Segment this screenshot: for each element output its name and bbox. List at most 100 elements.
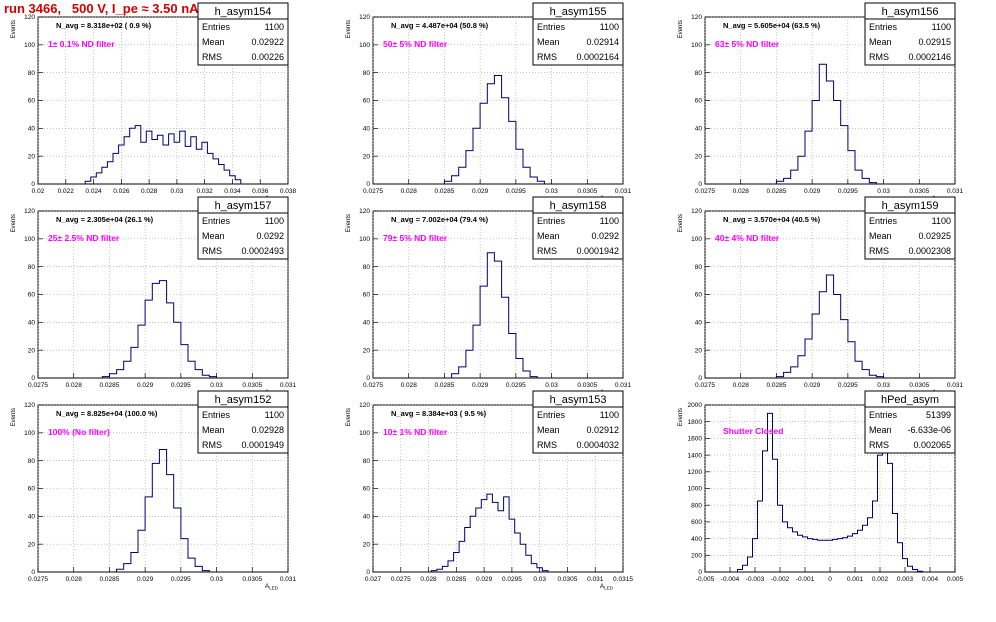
histogram-line	[430, 493, 549, 572]
tick-label-y: 60	[363, 486, 371, 493]
stats-title: h_asym156	[882, 6, 939, 18]
stats-box	[197, 196, 289, 260]
stats-value-rms: 0.0002146	[908, 52, 951, 62]
stats-box	[532, 2, 624, 66]
tick-label-y: 40	[695, 320, 703, 327]
stats-label-mean: Mean	[202, 425, 225, 435]
x-axis-label: ALED	[600, 583, 614, 591]
tick-label-y: 0	[31, 569, 35, 576]
tick-label-x: 0.028	[141, 188, 158, 195]
tick-label-y: 200	[691, 553, 702, 560]
histogram-panel-h_asym157: 0.0275 0.028 0.0285 0.029 0.0295 0.03 0.0305 0.…	[11, 196, 297, 397]
stats-value-entries: 1100	[265, 216, 284, 226]
tick-label-x: 0.022	[58, 188, 75, 195]
histogram-panel-h_asym158: 0.0275 0.028 0.0285 0.029 0.0295 0.03 0.0305 0.…	[346, 196, 632, 397]
tick-label-x: 0.0285	[446, 576, 466, 583]
histogram-panel-h_asym152: 0.0275 0.028 0.0285 0.029 0.0295 0.03 0.0305 0.…	[11, 390, 297, 591]
filter-label: 63± 5% ND filter	[715, 39, 780, 49]
stats-label-entries: Entries	[202, 216, 231, 226]
stats-title: h_asym153	[550, 394, 607, 406]
stats-value-mean: 0.02914	[586, 37, 619, 47]
tick-label-x: -0.005	[696, 576, 715, 583]
stats-label-entries: Entries	[869, 410, 898, 420]
tick-label-y: 40	[363, 126, 371, 133]
tick-label-y: 120	[24, 208, 35, 215]
stats-label-entries: Entries	[869, 22, 898, 32]
tick-label-y: 20	[28, 153, 36, 160]
histogram-panel-h_asym155: 0.0275 0.028 0.0285 0.029 0.0295 0.03 0.0305 0.…	[346, 2, 632, 203]
stats-label-entries: Entries	[202, 410, 231, 420]
stats-box	[864, 2, 956, 66]
stats-label-rms: RMS	[537, 440, 557, 450]
tick-label-x: 0.028	[401, 188, 418, 195]
stats-title: h_asym154	[215, 6, 272, 18]
stats-box	[864, 196, 956, 260]
tick-label-x: 0.028	[733, 188, 750, 195]
stats-title: h_asym159	[882, 200, 939, 212]
tick-label-x: 0.028	[733, 382, 750, 389]
stats-label-mean: Mean	[202, 231, 225, 241]
y-axis-label: Events	[678, 20, 684, 38]
tick-label-y: 100	[24, 236, 35, 243]
histogram-panel-hPed_asym: -0.005 -0.004 -0.003 -0.002 -0.001 0 0.001 0.00…	[678, 390, 964, 583]
stats-value-entries: 1100	[265, 22, 284, 32]
tick-label-x: 0.024	[85, 188, 102, 195]
tick-label-y: 120	[359, 14, 370, 21]
stats-box	[197, 390, 289, 454]
y-axis-label: Events	[11, 214, 17, 232]
tick-label-y: 100	[359, 42, 370, 49]
y-axis-label: Events	[346, 20, 352, 38]
tick-label-y: 800	[691, 502, 702, 509]
stats-label-rms: RMS	[537, 246, 557, 256]
filter-label: 100% (No filter)	[48, 427, 110, 437]
tick-label-x: 0.0305	[242, 576, 262, 583]
stats-title: h_asym158	[550, 200, 607, 212]
tick-label-x: 0.0295	[838, 188, 858, 195]
tick-label-y: 80	[695, 264, 703, 271]
histogram-line	[443, 75, 545, 184]
tick-label-y: 20	[28, 347, 36, 354]
tick-label-y: 20	[695, 347, 703, 354]
tick-label-x: 0.031	[947, 188, 964, 195]
tick-label-x: 0.029	[137, 576, 154, 583]
histogram-panel-h_asym153: 0.027 0.0275 0.028 0.0285 0.029 0.0295 0.03 0.0…	[346, 390, 633, 591]
tick-label-x: 0.0275	[363, 382, 383, 389]
tick-label-x: 0.0285	[434, 382, 454, 389]
tick-label-x: 0.0295	[506, 188, 526, 195]
tick-label-y: 0	[698, 375, 702, 382]
tick-label-y: 1600	[688, 436, 703, 443]
stats-box	[532, 390, 624, 454]
tick-label-x: 0.0295	[502, 576, 522, 583]
histogram-line	[737, 412, 923, 572]
n-avg-label: N_avg = 4.487e+04 (50.8 %)	[391, 21, 489, 30]
stats-value-mean: -6.633e-06	[907, 425, 951, 435]
tick-label-x: 0.03	[171, 188, 184, 195]
tick-label-x: 0.03	[877, 382, 890, 389]
tick-label-x: -0.002	[771, 576, 790, 583]
tick-label-x: 0.028	[401, 382, 418, 389]
tick-label-y: 100	[691, 42, 702, 49]
tick-label-y: 80	[28, 264, 36, 271]
filter-label: 25± 2.5% ND filter	[48, 233, 120, 243]
tick-label-y: 0	[698, 569, 702, 576]
tick-label-x: 0.0285	[99, 382, 119, 389]
tick-label-x: 0.0275	[695, 188, 715, 195]
tick-label-x: 0.0295	[838, 382, 858, 389]
tick-label-y: 60	[28, 486, 36, 493]
tick-label-x: 0.028	[420, 576, 437, 583]
tick-label-x: -0.004	[721, 576, 740, 583]
tick-label-y: 80	[363, 264, 371, 271]
stats-value-entries: 1100	[600, 410, 619, 420]
tick-label-x: 0.029	[472, 382, 489, 389]
stats-box	[532, 196, 624, 260]
stats-value-mean: 0.02912	[586, 425, 619, 435]
tick-label-y: 40	[695, 126, 703, 133]
tick-label-x: 0.028	[66, 576, 83, 583]
tick-label-y: 0	[698, 181, 702, 188]
stats-label-entries: Entries	[869, 216, 898, 226]
tick-label-x: 0.031	[947, 382, 964, 389]
filter-label: 1± 0.1% ND filter	[48, 39, 115, 49]
tick-label-y: 40	[363, 514, 371, 521]
tick-label-x: 0.031	[280, 382, 297, 389]
